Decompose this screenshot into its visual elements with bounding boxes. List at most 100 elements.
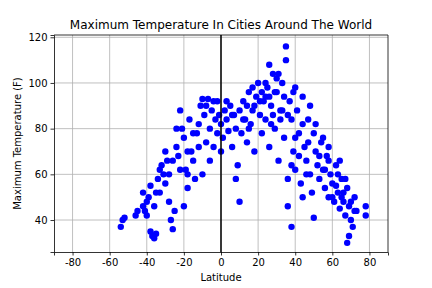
point [190,130,196,136]
point [155,176,161,182]
point [175,153,181,159]
tick-label: 60 [35,169,48,180]
point [197,103,203,109]
tick: -60 [102,252,118,268]
frame-top [54,35,388,36]
point [255,80,261,86]
point [272,89,278,95]
point [279,80,285,86]
point [350,224,356,230]
point [173,125,179,131]
point [121,215,127,221]
point [144,212,150,218]
point [168,217,174,223]
point [292,135,298,141]
point [153,189,159,195]
point [166,199,172,205]
point [351,208,357,214]
tick-label: 80 [35,123,48,134]
tick-label: 60 [326,257,339,268]
point [266,61,272,67]
y-axis-title: Maximum Temperature (F) [12,77,23,210]
point [214,98,220,104]
point [192,176,198,182]
point [196,121,202,127]
point [160,171,166,177]
point [238,130,244,136]
point [205,96,211,102]
tick-mark [147,252,148,256]
point [186,116,192,122]
tick: 40 [35,215,54,226]
point [229,112,235,118]
point [162,148,168,154]
point [322,167,328,173]
point [312,121,318,127]
point [210,144,216,150]
point [257,98,263,104]
point [337,205,343,211]
tick: 100 [28,78,54,89]
background [0,0,432,288]
tick: 80 [35,123,54,134]
point [173,144,179,150]
point [140,189,146,195]
point [342,212,348,218]
tick: 120 [28,32,54,43]
x-axis-title: Latitude [200,272,241,283]
point [170,157,176,163]
point [259,89,265,95]
point [162,180,168,186]
point [134,208,140,214]
grid-line-x [332,35,333,252]
point [299,194,305,200]
point [244,139,250,145]
plot-area [118,35,369,252]
y-axis: 40 60 80 100 120 [28,32,54,253]
point [209,107,215,113]
point [145,194,151,200]
point [305,139,311,145]
point [290,148,296,154]
tick-mark [258,252,259,256]
point [259,130,265,136]
point [158,162,164,168]
tick-label: -40 [139,257,155,268]
point [275,71,281,77]
point [268,121,274,127]
point [338,194,344,200]
point [177,167,183,173]
point [290,89,296,95]
point [207,157,213,163]
tick-mark [221,252,222,256]
point [296,153,302,159]
tick-label: 0 [218,257,224,268]
tick-label: 120 [28,32,47,43]
point [277,116,283,122]
point [249,84,255,90]
point [235,162,241,168]
point [268,103,274,109]
point [170,226,176,232]
point [201,112,207,118]
point [344,240,350,246]
tick: 20 [252,252,265,268]
point [346,233,352,239]
point [233,125,239,131]
point [320,135,326,141]
point [309,189,315,195]
point [285,203,291,209]
point [184,148,190,154]
point [262,80,268,86]
tick-mark [332,252,333,256]
point [281,135,287,141]
point [181,135,187,141]
point [223,98,229,104]
grid-line-x [258,35,259,252]
point [279,107,285,113]
point [164,157,170,163]
point [329,194,335,200]
tick-mark [73,252,74,256]
point [151,203,157,209]
point [229,144,235,150]
